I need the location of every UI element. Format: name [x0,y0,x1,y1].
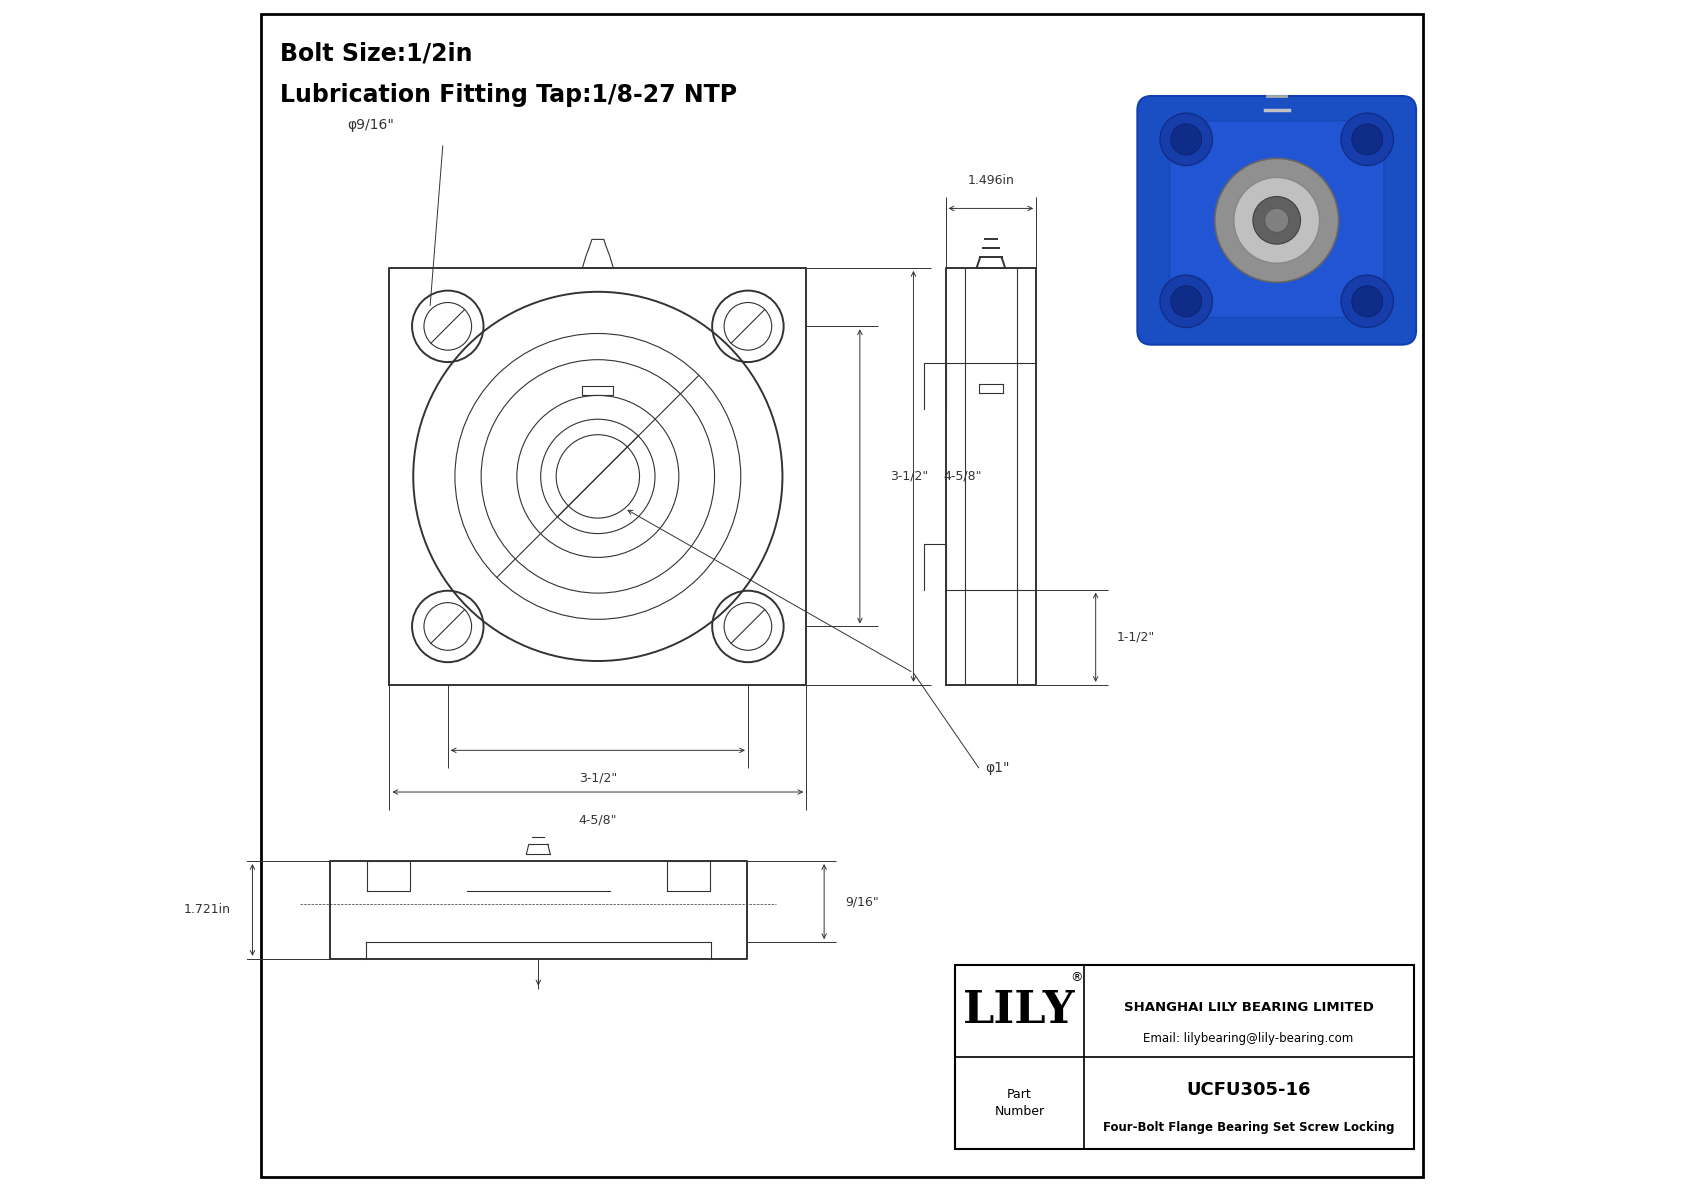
Text: Part
Number: Part Number [994,1089,1044,1118]
Text: Email: lilybearing@lily-bearing.com: Email: lilybearing@lily-bearing.com [1143,1033,1354,1045]
Text: 1.721in: 1.721in [184,904,231,916]
Circle shape [1340,113,1393,166]
Text: 3-1/2": 3-1/2" [889,470,928,482]
Text: SHANGHAI LILY BEARING LIMITED: SHANGHAI LILY BEARING LIMITED [1123,1000,1374,1014]
Circle shape [1265,208,1288,232]
FancyBboxPatch shape [1137,96,1416,344]
Circle shape [1340,275,1393,328]
Text: Four-Bolt Flange Bearing Set Screw Locking: Four-Bolt Flange Bearing Set Screw Locki… [1103,1121,1394,1134]
Text: UCFU305-16: UCFU305-16 [1186,1081,1310,1099]
FancyBboxPatch shape [1170,120,1384,318]
Bar [955,965,1413,1149]
Circle shape [1160,113,1212,166]
Text: 4-5/8": 4-5/8" [943,470,982,482]
Text: 3-1/2": 3-1/2" [579,772,616,785]
Text: 9/16": 9/16" [845,896,879,908]
Text: ®: ® [1071,971,1083,984]
Text: φ9/16": φ9/16" [347,118,394,132]
Circle shape [1170,124,1202,155]
Circle shape [1214,158,1339,282]
Text: 1.496in: 1.496in [967,174,1014,187]
Text: Bolt Size:1/2in: Bolt Size:1/2in [280,42,472,66]
Text: Lubrication Fitting Tap:1/8-27 NTP: Lubrication Fitting Tap:1/8-27 NTP [280,83,738,107]
Circle shape [1253,197,1300,244]
Text: 4-5/8": 4-5/8" [579,813,616,827]
Circle shape [1234,177,1320,263]
Text: 1-1/2": 1-1/2" [1116,631,1155,643]
Circle shape [1170,286,1202,317]
Text: φ1": φ1" [985,761,1009,775]
Circle shape [1352,124,1383,155]
Circle shape [1352,286,1383,317]
Circle shape [1160,275,1212,328]
Text: LILY: LILY [963,990,1076,1033]
